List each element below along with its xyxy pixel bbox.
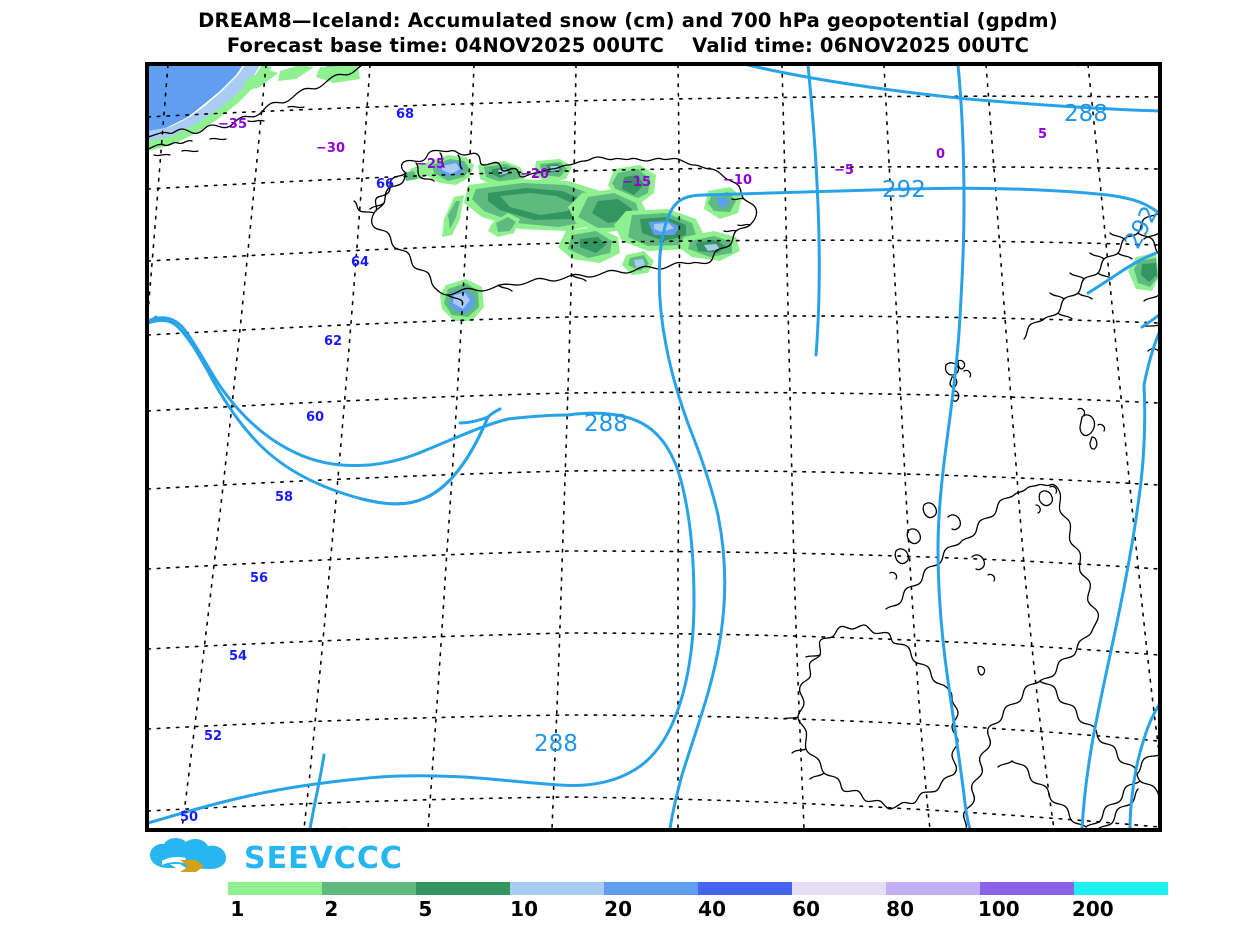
lon-label-25w: −25 (416, 157, 445, 172)
colorbar-tick-10: 10 (510, 897, 539, 921)
map-graphics (148, 65, 1159, 829)
colorbar-band-0 (228, 882, 322, 895)
colorbar-tick-2: 2 (324, 897, 339, 921)
graticule-lines (148, 65, 1159, 829)
colorbar-band-2 (416, 882, 510, 895)
lat-label-54: 54 (229, 649, 248, 664)
page-title: DREAM8—Iceland: Accumulated snow (cm) an… (198, 9, 1058, 32)
lon-label-30w: −30 (316, 141, 345, 156)
lat-label-56: 56 (250, 571, 269, 586)
seevccc-logo[interactable]: SEEVCCC (148, 836, 403, 880)
snow-shading-greenland (148, 65, 360, 151)
forecast-time-subtitle: Forecast base time: 04NOV2025 00UTC Vali… (226, 34, 1030, 57)
colorbar-tick-40: 40 (698, 897, 727, 921)
colorbar-tick-100: 100 (977, 897, 1020, 921)
map-plot-area[interactable]: 68 66 64 62 60 58 56 54 52 50 −35 −30 −2… (145, 62, 1162, 832)
lon-label-0: 0 (936, 147, 946, 162)
colorbar-band-3 (510, 882, 604, 895)
contour-label-288-middle: 288 (584, 411, 628, 437)
geopotential-contours (148, 65, 1159, 829)
lat-label-50: 50 (180, 810, 199, 825)
cloud-icon (150, 838, 226, 872)
colorbar-band-7 (886, 882, 980, 895)
contour-label-292-top: 292 (882, 177, 926, 203)
contour-label-288-bottom: 288 (534, 731, 578, 757)
colorbar-strip[interactable] (228, 882, 1168, 895)
colorbar-band-6 (792, 882, 886, 895)
lat-label-60: 60 (306, 410, 325, 425)
colorbar-band-9 (1074, 882, 1168, 895)
colorbar-band-8 (980, 882, 1074, 895)
colorbar-tick-60: 60 (792, 897, 821, 921)
lat-label-62: 62 (324, 334, 343, 349)
lon-label-5e: 5 (1038, 127, 1048, 142)
colorbar-band-1 (322, 882, 416, 895)
lon-label-20w: −20 (520, 167, 549, 182)
colorbar-band-4 (604, 882, 698, 895)
lon-label-35w: −35 (218, 117, 247, 132)
colorbar-ticks: 1 2 5 10 20 40 60 80 100 200 (228, 897, 1168, 925)
lat-label-66: 66 (376, 177, 395, 192)
colorbar-tick-80: 80 (886, 897, 915, 921)
lon-label-5w: −5 (834, 163, 854, 178)
contour-label-288-topright: 288 (1064, 101, 1108, 127)
coastlines (148, 65, 1159, 829)
chart-title-block: DREAM8—Iceland: Accumulated snow (cm) an… (0, 8, 1256, 58)
colorbar-band-5 (698, 882, 792, 895)
lat-label-58: 58 (275, 490, 294, 505)
logo-text: SEEVCCC (244, 840, 403, 876)
lat-label-64: 64 (351, 255, 370, 270)
snow-shading-iceland (404, 155, 742, 321)
colorbar-tick-200: 200 (1071, 897, 1114, 921)
colorbar-tick-1: 1 (230, 897, 245, 921)
lat-label-68: 68 (396, 107, 415, 122)
lat-label-52: 52 (204, 729, 223, 744)
lon-label-15w: −15 (622, 175, 651, 190)
colorbar-tick-5: 5 (418, 897, 433, 921)
colorbar-tick-20: 20 (604, 897, 633, 921)
lon-label-10w: −10 (723, 173, 752, 188)
